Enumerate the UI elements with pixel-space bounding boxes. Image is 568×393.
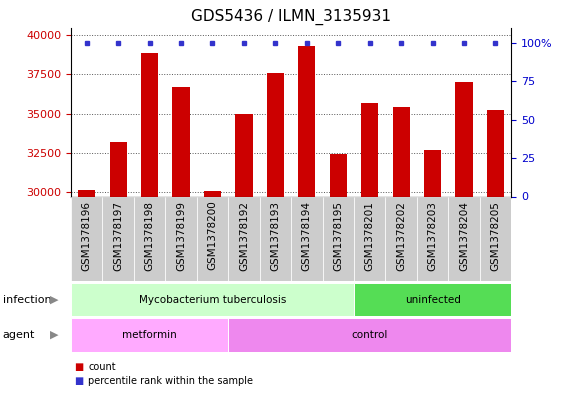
Bar xyxy=(165,196,197,281)
Text: GSM1378201: GSM1378201 xyxy=(365,201,375,271)
Text: GSM1378202: GSM1378202 xyxy=(396,201,406,271)
Bar xyxy=(354,283,511,316)
Text: GSM1378200: GSM1378200 xyxy=(207,201,218,270)
Bar xyxy=(110,142,127,196)
Bar xyxy=(173,87,190,196)
Bar xyxy=(197,196,228,281)
Bar xyxy=(298,46,315,196)
Bar xyxy=(487,110,504,196)
Text: GSM1378193: GSM1378193 xyxy=(270,201,281,271)
Bar xyxy=(329,154,347,196)
Bar xyxy=(480,196,511,281)
Text: GSM1378203: GSM1378203 xyxy=(428,201,437,271)
Bar xyxy=(424,150,441,196)
Bar xyxy=(260,196,291,281)
Bar xyxy=(134,196,165,281)
Text: control: control xyxy=(352,330,388,340)
Bar xyxy=(71,283,354,316)
Text: GSM1378192: GSM1378192 xyxy=(239,201,249,271)
Text: count: count xyxy=(88,362,116,373)
Bar xyxy=(204,191,221,196)
Text: GSM1378194: GSM1378194 xyxy=(302,201,312,271)
Bar xyxy=(386,196,417,281)
Bar xyxy=(361,103,378,196)
Text: ▶: ▶ xyxy=(50,330,58,340)
Bar xyxy=(448,196,480,281)
Bar xyxy=(456,82,473,196)
Bar xyxy=(291,196,323,281)
Text: GSM1378197: GSM1378197 xyxy=(113,201,123,271)
Bar xyxy=(354,196,386,281)
Bar xyxy=(228,318,511,352)
Text: GSM1378199: GSM1378199 xyxy=(176,201,186,271)
Text: GSM1378195: GSM1378195 xyxy=(333,201,343,271)
Text: ▶: ▶ xyxy=(50,295,58,305)
Text: GSM1378196: GSM1378196 xyxy=(82,201,91,271)
Bar xyxy=(267,73,284,196)
Bar xyxy=(141,53,158,196)
Text: GSM1378198: GSM1378198 xyxy=(145,201,154,271)
Bar xyxy=(71,196,102,281)
Text: GSM1378205: GSM1378205 xyxy=(491,201,500,271)
Bar xyxy=(102,196,134,281)
Text: agent: agent xyxy=(3,330,35,340)
Bar xyxy=(78,190,95,196)
Bar xyxy=(417,196,448,281)
Text: GSM1378204: GSM1378204 xyxy=(459,201,469,271)
Text: percentile rank within the sample: percentile rank within the sample xyxy=(88,376,253,386)
Text: infection: infection xyxy=(3,295,52,305)
Bar xyxy=(392,107,410,196)
Text: ■: ■ xyxy=(74,362,83,373)
Text: Mycobacterium tuberculosis: Mycobacterium tuberculosis xyxy=(139,295,286,305)
Bar xyxy=(323,196,354,281)
Text: uninfected: uninfected xyxy=(404,295,461,305)
Bar xyxy=(228,196,260,281)
Bar xyxy=(235,114,253,196)
Title: GDS5436 / ILMN_3135931: GDS5436 / ILMN_3135931 xyxy=(191,9,391,25)
Text: metformin: metformin xyxy=(122,330,177,340)
Text: ■: ■ xyxy=(74,376,83,386)
Bar xyxy=(71,318,228,352)
